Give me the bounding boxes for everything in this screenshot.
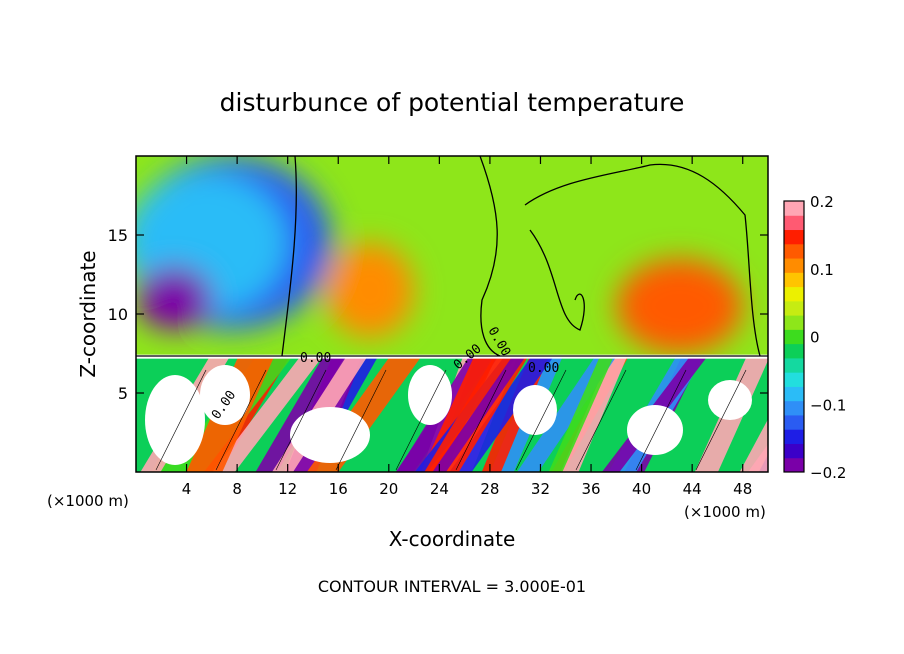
lower-white-patch-4 (513, 385, 557, 435)
colorbar-swatch-13 (784, 272, 804, 288)
contour-label-0: 0.00 (300, 351, 331, 366)
lower-turbulent-field (136, 354, 768, 472)
x-tick-label-10: 44 (683, 480, 702, 498)
x-tick-label-11: 48 (733, 480, 752, 498)
lower-white-patch-6 (708, 380, 752, 420)
x-axis: 4 8 12 16 20 24 28 32 36 40 44 48 (182, 156, 752, 498)
turbulent-band-8 (212, 356, 323, 472)
colorbar-swatch-15 (784, 243, 804, 259)
y-tick-label-2: 15 (108, 226, 128, 245)
x-tick-label-4: 20 (379, 480, 398, 498)
lower-contour-3 (335, 369, 387, 471)
lower-contour-6 (515, 369, 567, 471)
y-axis: 5 10 15 (108, 226, 768, 403)
colorbar-tick-label-1: 0.1 (810, 261, 834, 279)
colorbar-swatch-4 (784, 400, 804, 416)
turbulent-band-25 (748, 444, 768, 472)
field-region-2 (136, 266, 212, 330)
colorbar-swatch-3 (784, 414, 804, 430)
y-axis-label: Z-coordinate (76, 250, 100, 377)
x-tick-label-9: 40 (632, 480, 651, 498)
lower-contour-1 (215, 369, 267, 471)
contour-label-3: 0.00 (528, 361, 559, 376)
lower-white-patch-2 (290, 407, 370, 463)
turbulent-band-33 (432, 356, 526, 472)
colorbar: 0.2 0.1 0 −0.1 −0.2 (783, 193, 846, 482)
x-tick-label-5: 24 (430, 480, 449, 498)
turbulent-band-17 (548, 356, 614, 472)
lower-contour-0 (155, 369, 207, 471)
colorbar-swatch-1 (784, 443, 804, 459)
lower-contour-5 (455, 369, 507, 471)
zero-contour-0 (281, 156, 297, 357)
lower-white-patch-1 (200, 365, 250, 425)
colorbar-swatch-9 (784, 329, 804, 345)
colorbar-tick-label-4: −0.2 (810, 464, 846, 482)
zero-contour-3 (529, 229, 585, 331)
colorbar-swatch-5 (784, 386, 804, 402)
lower-contour-9 (695, 369, 747, 471)
x-tick-label-1: 8 (232, 480, 242, 498)
field-region-3 (325, 242, 415, 338)
colorbar-swatch-18 (784, 201, 804, 216)
lower-white-patch-0 (145, 375, 205, 465)
contour-lines (136, 156, 768, 471)
colorbar-swatch-17 (784, 215, 804, 231)
turbulent-band-10 (560, 356, 628, 472)
x-tick-label-3: 16 (329, 480, 348, 498)
x-unit-right: (×1000 m) (684, 503, 766, 521)
upper-field (136, 156, 743, 354)
lower-white-patch-3 (408, 365, 452, 425)
colorbar-swatch-14 (784, 258, 804, 273)
x-unit-left: (×1000 m) (47, 492, 129, 510)
lower-contour-2 (275, 369, 327, 471)
colorbar-swatch-7 (784, 357, 804, 373)
x-tick-label-7: 32 (531, 480, 550, 498)
x-tick-label-8: 36 (581, 480, 600, 498)
zero-contour-2 (524, 163, 761, 357)
zero-contour-1 (479, 156, 501, 357)
layer-interface (136, 354, 768, 359)
lower-white-patch-5 (627, 405, 683, 455)
chart-title: disturbunce of potential temperature (220, 88, 685, 117)
colorbar-swatch-16 (784, 229, 804, 245)
colorbar-tick-label-0: 0.2 (810, 193, 834, 211)
x-tick-label-0: 4 (182, 480, 192, 498)
colorbar-swatch-2 (784, 429, 804, 444)
colorbar-swatch-0 (784, 457, 804, 473)
x-axis-label: X-coordinate (389, 527, 516, 551)
field-region-4 (616, 258, 743, 354)
colorbar-swatch-10 (784, 315, 804, 330)
plot-area (136, 156, 768, 472)
colorbar-swatch-8 (784, 343, 804, 359)
y-tick-label-1: 10 (108, 305, 128, 324)
colorbar-tick-label-3: −0.1 (810, 396, 846, 414)
colorbar-swatch-6 (784, 372, 804, 387)
colorbar-tick-label-2: 0 (810, 329, 820, 347)
lower-contour-7 (575, 369, 627, 471)
x-tick-label-2: 12 (278, 480, 297, 498)
y-tick-label-0: 5 (118, 384, 128, 403)
contour-interval-note: CONTOUR INTERVAL = 3.000E-01 (318, 577, 586, 596)
colorbar-swatch-11 (784, 300, 804, 316)
colorbar-frame (783, 200, 805, 473)
lower-contour-4 (395, 369, 447, 471)
colorbar-swatch-12 (784, 286, 804, 302)
lower-contour-8 (635, 369, 687, 471)
x-tick-label-6: 28 (480, 480, 499, 498)
